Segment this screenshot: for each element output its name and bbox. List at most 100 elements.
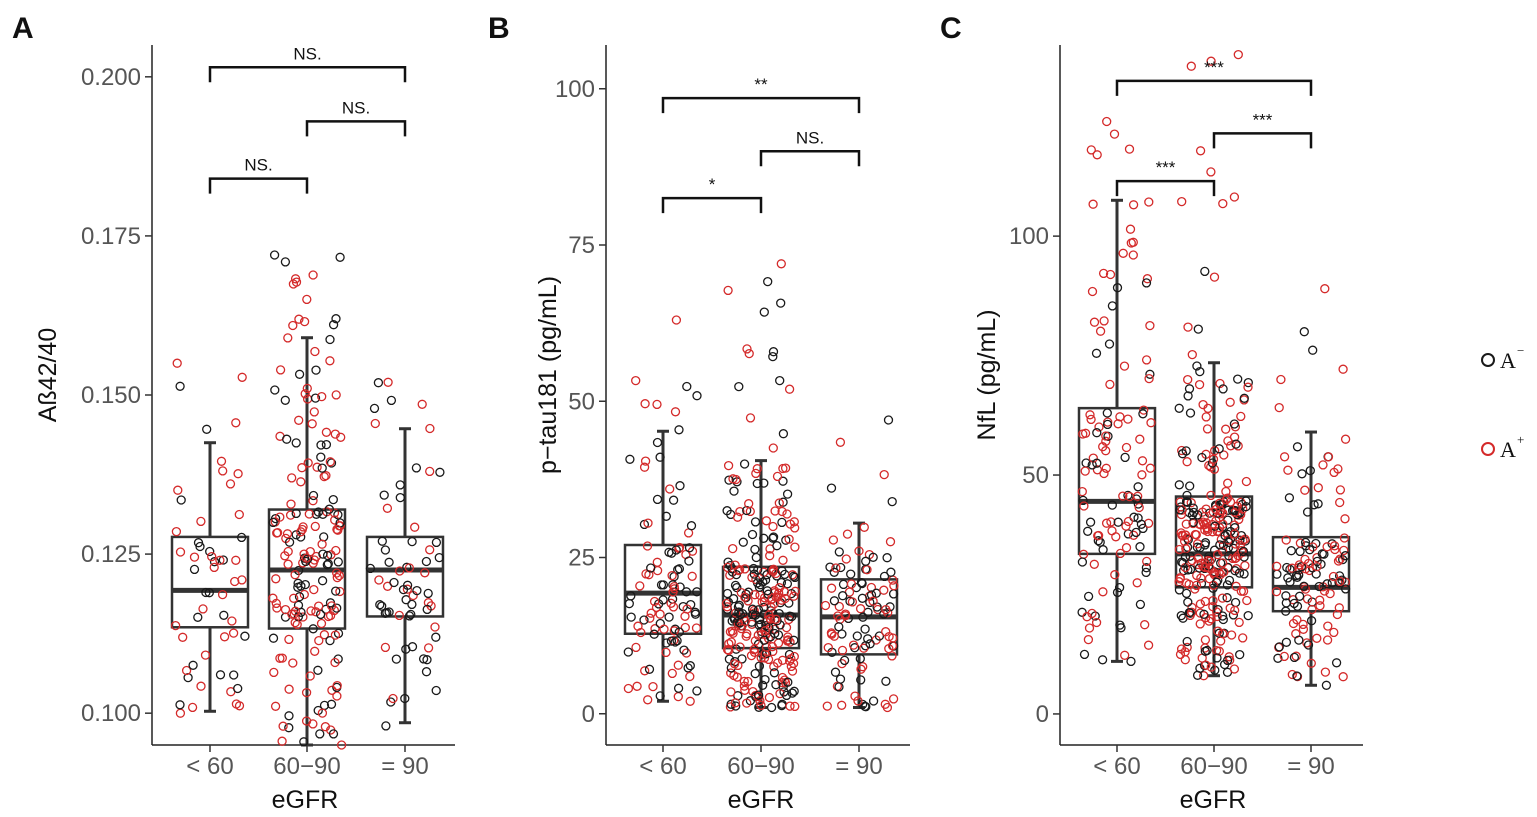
points-group-1 xyxy=(623,315,702,706)
point-a-positive xyxy=(771,614,781,624)
point-a-negative xyxy=(674,425,684,435)
point-a-negative xyxy=(763,276,773,287)
point-a-negative xyxy=(1115,620,1125,630)
point-a-negative xyxy=(685,661,695,671)
point-a-positive xyxy=(1106,517,1116,527)
point-a-negative xyxy=(755,614,765,625)
point-a-positive xyxy=(1298,624,1309,634)
point-a-negative xyxy=(1079,649,1090,660)
point-a-negative xyxy=(328,729,339,739)
point-a-negative xyxy=(836,562,846,573)
point-a-positive xyxy=(282,529,293,539)
point-a-negative xyxy=(690,609,701,619)
point-a-positive xyxy=(1124,144,1135,154)
points-group-2 xyxy=(268,250,347,750)
point-a-positive xyxy=(233,469,243,479)
point-a-positive xyxy=(1099,468,1109,479)
point-a-negative xyxy=(747,604,758,614)
point-a-negative xyxy=(861,702,871,712)
point-a-negative xyxy=(335,252,345,262)
point-a-positive xyxy=(735,506,745,517)
point-a-positive xyxy=(659,624,669,634)
point-a-positive xyxy=(733,660,743,671)
comparison-bracket-1: *** xyxy=(1115,58,1313,96)
point-a-positive xyxy=(1340,434,1351,444)
point-a-positive xyxy=(280,604,291,615)
point-a-positive xyxy=(196,681,206,691)
point-a-negative xyxy=(1334,571,1345,581)
point-a-positive xyxy=(227,616,237,626)
point-a-negative xyxy=(282,434,292,444)
point-a-negative xyxy=(1178,558,1188,568)
point-a-negative xyxy=(658,580,669,590)
point-a-positive xyxy=(1087,286,1098,297)
comparison-bracket-3: *** xyxy=(1115,158,1216,197)
point-a-positive xyxy=(187,702,198,713)
point-a-positive xyxy=(1101,518,1112,528)
point-a-negative xyxy=(332,603,342,613)
point-a-positive xyxy=(1272,561,1282,571)
comparison-bracket-2: NS. xyxy=(305,98,407,137)
point-a-positive xyxy=(217,589,228,600)
point-a-negative xyxy=(863,607,873,617)
point-a-positive xyxy=(283,559,293,569)
point-a-positive xyxy=(1182,642,1192,653)
point-a-negative xyxy=(886,567,896,577)
point-a-negative xyxy=(1141,563,1152,573)
point-a-positive xyxy=(834,601,844,612)
point-a-negative xyxy=(377,536,387,546)
point-a-positive xyxy=(289,593,299,603)
point-a-negative xyxy=(317,576,328,586)
point-a-negative xyxy=(284,537,295,547)
point-a-positive xyxy=(1218,198,1228,209)
point-a-negative xyxy=(670,637,680,647)
point-a-negative xyxy=(1192,361,1202,371)
panel-letter: C xyxy=(940,12,962,45)
box-3 xyxy=(1271,430,1351,687)
point-a-negative xyxy=(1213,604,1223,615)
point-a-negative xyxy=(655,691,665,701)
point-a-negative xyxy=(1182,490,1192,501)
point-a-negative xyxy=(175,381,185,391)
point-a-positive xyxy=(755,696,765,706)
point-a-positive xyxy=(1098,587,1108,597)
panel-letter: A xyxy=(12,12,34,45)
point-a-positive xyxy=(642,541,653,551)
point-a-negative xyxy=(1112,283,1123,293)
comparison-bracket-2: *** xyxy=(1212,110,1313,149)
point-a-negative xyxy=(724,654,735,664)
point-a-negative xyxy=(1273,653,1283,663)
point-a-positive xyxy=(271,598,281,609)
point-a-positive xyxy=(1240,560,1250,571)
point-a-negative xyxy=(189,564,200,575)
point-a-negative xyxy=(748,563,759,574)
point-a-positive xyxy=(1124,491,1135,502)
point-a-negative xyxy=(1222,593,1232,603)
point-a-positive xyxy=(200,650,211,660)
point-a-positive xyxy=(1137,470,1147,480)
point-a-positive xyxy=(1204,616,1214,626)
point-a-positive xyxy=(1085,410,1095,420)
point-a-negative xyxy=(724,475,734,485)
point-a-negative xyxy=(1314,581,1324,592)
point-a-positive xyxy=(231,555,241,565)
point-a-positive xyxy=(1123,516,1134,527)
point-a-negative xyxy=(652,494,663,505)
point-a-positive xyxy=(1322,635,1333,645)
point-a-negative xyxy=(1239,569,1249,579)
point-a-negative xyxy=(668,495,679,505)
point-a-negative xyxy=(879,571,890,582)
point-a-positive xyxy=(881,604,891,615)
point-a-negative xyxy=(747,529,758,540)
point-a-positive xyxy=(277,653,287,663)
point-a-negative xyxy=(1322,579,1332,589)
point-a-negative xyxy=(1224,575,1235,586)
point-a-negative xyxy=(204,588,214,598)
point-a-positive xyxy=(301,716,312,726)
point-a-positive xyxy=(723,285,733,296)
point-a-negative xyxy=(1175,505,1185,515)
point-a-positive xyxy=(1083,634,1094,645)
point-a-negative xyxy=(1136,519,1147,529)
point-a-negative xyxy=(753,690,764,700)
point-a-negative xyxy=(1123,490,1133,501)
